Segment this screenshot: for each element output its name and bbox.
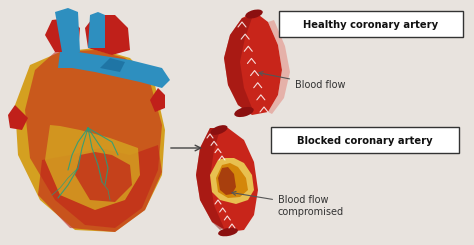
Polygon shape bbox=[216, 163, 248, 198]
Polygon shape bbox=[100, 58, 125, 72]
Polygon shape bbox=[85, 15, 130, 55]
Polygon shape bbox=[8, 105, 28, 130]
Polygon shape bbox=[210, 158, 254, 204]
Text: Healthy coronary artery: Healthy coronary artery bbox=[303, 20, 438, 30]
Polygon shape bbox=[45, 18, 80, 52]
Polygon shape bbox=[224, 18, 252, 112]
Polygon shape bbox=[15, 48, 165, 232]
Polygon shape bbox=[196, 128, 258, 232]
Polygon shape bbox=[150, 88, 165, 112]
Polygon shape bbox=[25, 50, 162, 228]
Text: Blocked coronary artery: Blocked coronary artery bbox=[297, 136, 433, 146]
Polygon shape bbox=[268, 20, 290, 114]
Polygon shape bbox=[75, 152, 132, 202]
Ellipse shape bbox=[218, 228, 238, 236]
Polygon shape bbox=[218, 167, 236, 195]
Polygon shape bbox=[72, 52, 170, 88]
Polygon shape bbox=[38, 145, 162, 232]
Polygon shape bbox=[58, 52, 78, 68]
Polygon shape bbox=[55, 8, 80, 56]
Polygon shape bbox=[224, 12, 282, 115]
Ellipse shape bbox=[210, 125, 228, 135]
Text: Blood flow
compromised: Blood flow compromised bbox=[232, 191, 344, 217]
FancyBboxPatch shape bbox=[271, 127, 459, 153]
Polygon shape bbox=[196, 128, 224, 230]
Ellipse shape bbox=[245, 10, 263, 19]
Ellipse shape bbox=[234, 107, 254, 117]
FancyBboxPatch shape bbox=[279, 11, 463, 37]
Polygon shape bbox=[45, 125, 140, 210]
Text: Blood flow: Blood flow bbox=[259, 72, 346, 90]
Polygon shape bbox=[88, 12, 105, 48]
